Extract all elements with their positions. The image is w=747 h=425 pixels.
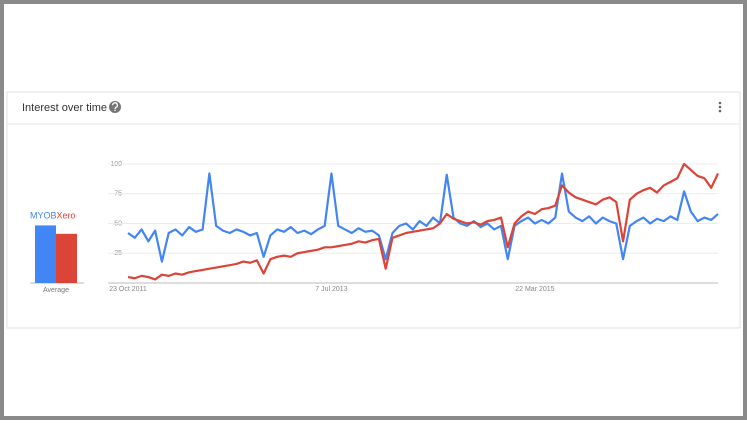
series-line [127, 162, 719, 281]
legend-entry: MYOB [30, 210, 57, 220]
x-tick-label: 7 Jul 2013 [315, 286, 347, 293]
help-icon[interactable] [109, 101, 121, 113]
legend-entry: Xero [57, 210, 76, 220]
x-tick-label: 23 Oct 2011 [109, 286, 147, 293]
chart-title: Interest over time [22, 102, 107, 114]
series-line [127, 172, 719, 263]
x-tick-label: 22 Mar 2015 [515, 286, 554, 293]
average-label: Average [43, 287, 69, 294]
menu-icon[interactable] [718, 101, 722, 113]
average-bar [35, 225, 56, 283]
average-bar [56, 233, 77, 283]
